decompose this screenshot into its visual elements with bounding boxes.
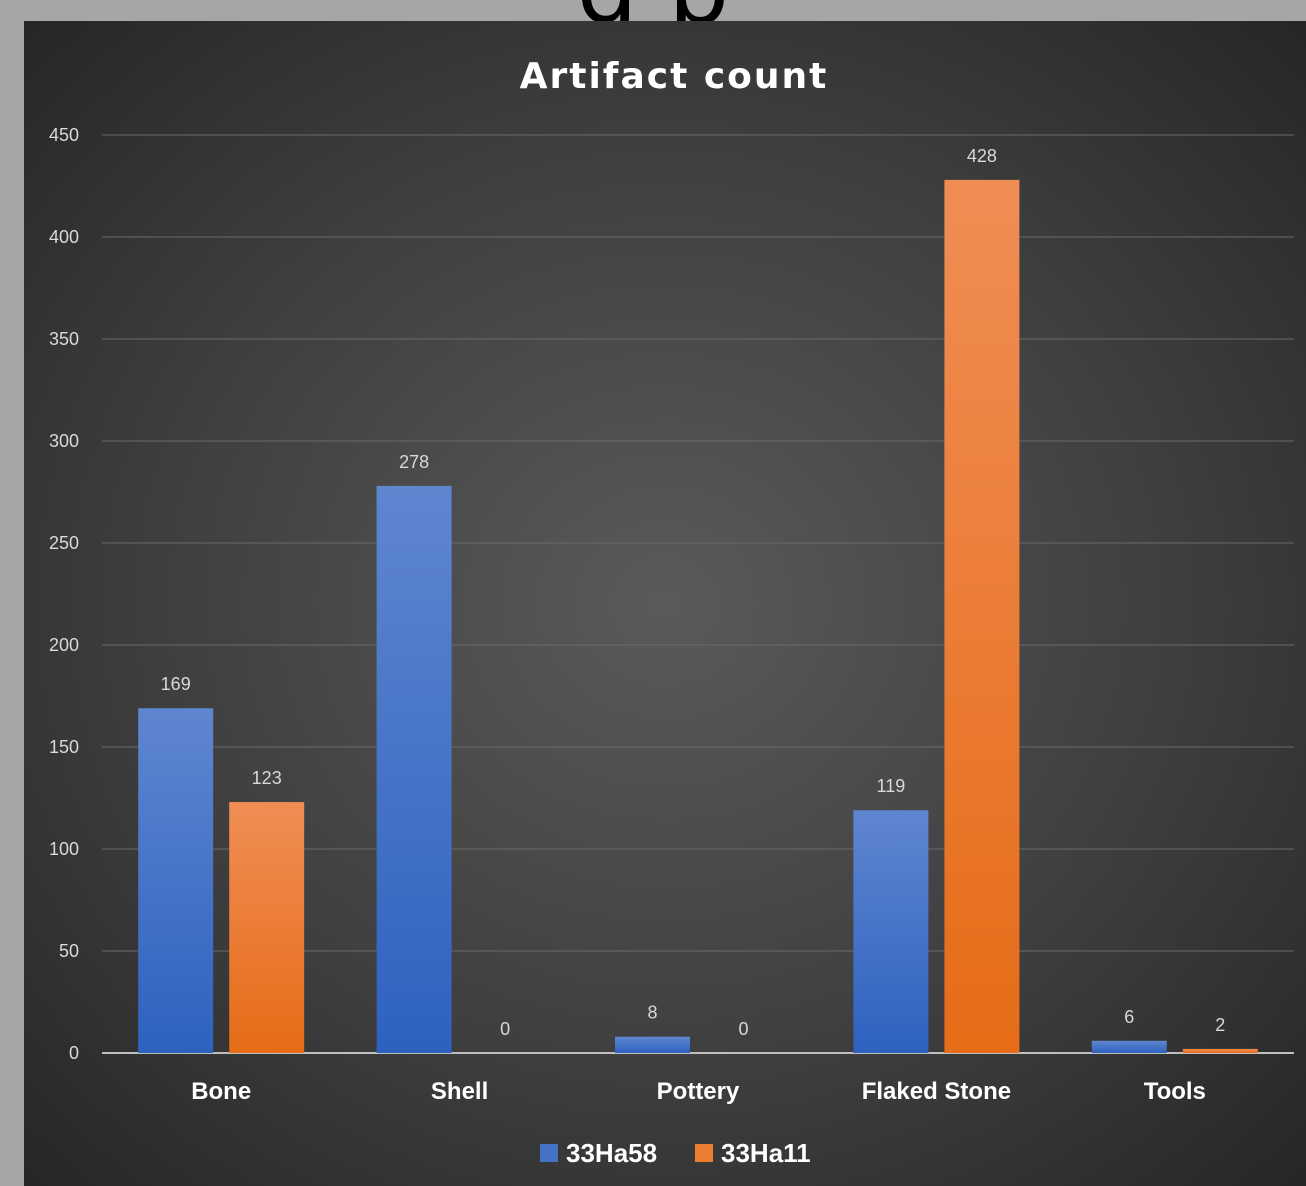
y-tick-label: 350 bbox=[49, 329, 79, 349]
data-labels: 169 123 278 0 8 0 119 428 6 2 bbox=[161, 146, 1226, 1039]
legend-label: 33Ha11 bbox=[721, 1138, 811, 1168]
bar-33Ha58 bbox=[615, 1036, 690, 1053]
data-label: 0 bbox=[500, 1019, 510, 1039]
bar-33Ha11 bbox=[1182, 1048, 1258, 1053]
bar-33Ha58 bbox=[1091, 1040, 1167, 1053]
y-tick-label: 400 bbox=[49, 227, 79, 247]
category-label: Bone bbox=[191, 1078, 251, 1105]
data-label: 6 bbox=[1124, 1007, 1134, 1027]
y-tick-label: 200 bbox=[49, 635, 79, 655]
y-axis-ticks: 0 50 100 150 200 250 300 350 400 450 bbox=[49, 125, 79, 1063]
category-label: Shell bbox=[431, 1078, 488, 1105]
legend-swatch-33Ha58 bbox=[540, 1144, 558, 1162]
legend-label: 33Ha58 bbox=[566, 1138, 657, 1168]
y-tick-label: 150 bbox=[49, 737, 79, 757]
gridlines bbox=[102, 134, 1294, 1054]
y-tick-label: 0 bbox=[69, 1043, 79, 1063]
data-label: 123 bbox=[252, 768, 282, 788]
chart-title: Artifact count bbox=[520, 56, 829, 97]
y-tick-label: 300 bbox=[49, 431, 79, 451]
y-tick-label: 450 bbox=[49, 125, 79, 145]
legend: 33Ha58 33Ha11 bbox=[540, 1138, 811, 1168]
data-label: 428 bbox=[967, 146, 997, 166]
category-label: Tools bbox=[1144, 1078, 1206, 1105]
data-label: 0 bbox=[738, 1019, 748, 1039]
legend-swatch-33Ha11 bbox=[695, 1144, 713, 1162]
x-axis-categories: Bone Shell Pottery Flaked Stone Tools bbox=[191, 1078, 1206, 1105]
y-tick-label: 250 bbox=[49, 533, 79, 553]
category-label: Flaked Stone bbox=[862, 1078, 1011, 1105]
data-label: 119 bbox=[877, 776, 906, 796]
data-label: 2 bbox=[1215, 1015, 1225, 1035]
bar-33Ha58 bbox=[853, 810, 929, 1053]
data-label: 278 bbox=[399, 452, 429, 472]
data-label: 169 bbox=[161, 674, 191, 694]
data-label: 8 bbox=[647, 1003, 657, 1023]
bar-33Ha11 bbox=[229, 802, 305, 1053]
y-tick-label: 50 bbox=[59, 941, 79, 961]
bar-33Ha58 bbox=[138, 708, 214, 1053]
bar-33Ha58 bbox=[376, 485, 452, 1053]
category-label: Pottery bbox=[657, 1078, 740, 1105]
y-tick-label: 100 bbox=[49, 839, 79, 859]
bars bbox=[138, 179, 1258, 1053]
bar-33Ha11 bbox=[944, 179, 1020, 1053]
